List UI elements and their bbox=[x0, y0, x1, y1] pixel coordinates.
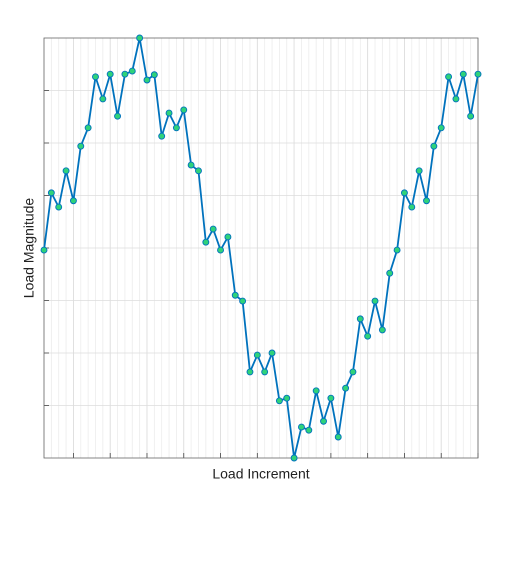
data-point bbox=[106, 70, 114, 78]
data-point bbox=[393, 246, 401, 254]
data-point bbox=[415, 167, 423, 175]
data-point bbox=[62, 167, 70, 175]
data-point bbox=[275, 397, 283, 405]
data-point bbox=[474, 70, 482, 78]
data-point bbox=[114, 112, 122, 120]
data-point bbox=[423, 197, 430, 205]
data-point bbox=[165, 109, 173, 117]
data-point bbox=[298, 423, 305, 431]
data-point bbox=[342, 384, 350, 392]
data-point bbox=[320, 417, 327, 425]
data-point bbox=[217, 246, 224, 254]
data-point bbox=[231, 291, 239, 299]
data-point bbox=[55, 203, 63, 211]
data-point bbox=[209, 225, 217, 233]
data-point bbox=[371, 297, 379, 305]
data-point bbox=[459, 70, 467, 78]
data-point bbox=[224, 233, 232, 241]
data-point bbox=[364, 332, 372, 340]
data-point bbox=[312, 387, 320, 395]
data-point bbox=[253, 351, 261, 359]
data-point bbox=[430, 142, 438, 150]
data-point bbox=[172, 124, 180, 132]
data-point bbox=[84, 124, 92, 132]
data-point bbox=[408, 203, 416, 211]
x-axis-label: Load Increment bbox=[212, 466, 309, 482]
data-point bbox=[180, 106, 188, 114]
data-point bbox=[187, 161, 195, 169]
data-point bbox=[334, 433, 342, 441]
data-point bbox=[356, 315, 364, 323]
data-point bbox=[327, 394, 335, 402]
data-point bbox=[158, 132, 166, 140]
data-point bbox=[150, 71, 158, 79]
data-point bbox=[268, 349, 276, 357]
data-point bbox=[92, 73, 99, 81]
data-point bbox=[283, 394, 291, 402]
data-point bbox=[202, 238, 210, 246]
data-point bbox=[128, 67, 136, 75]
data-point bbox=[239, 297, 247, 305]
data-point bbox=[445, 73, 453, 81]
data-point bbox=[349, 368, 357, 376]
data-point bbox=[467, 112, 475, 120]
data-point bbox=[437, 124, 445, 132]
data-point bbox=[69, 197, 77, 205]
data-point bbox=[195, 167, 202, 175]
data-point bbox=[99, 95, 107, 103]
data-point bbox=[143, 76, 151, 84]
data-point bbox=[121, 70, 129, 78]
data-point bbox=[246, 368, 254, 376]
data-point bbox=[47, 189, 55, 197]
data-point bbox=[77, 142, 85, 150]
data-point bbox=[400, 189, 408, 197]
data-point bbox=[378, 326, 386, 334]
data-point bbox=[305, 426, 313, 434]
data-point bbox=[290, 454, 298, 462]
data-point bbox=[452, 95, 460, 103]
data-point bbox=[386, 269, 394, 277]
data-point bbox=[136, 34, 144, 42]
y-axis-label: Load Magnitude bbox=[21, 198, 37, 299]
data-point bbox=[261, 368, 269, 376]
data-point bbox=[40, 246, 48, 254]
